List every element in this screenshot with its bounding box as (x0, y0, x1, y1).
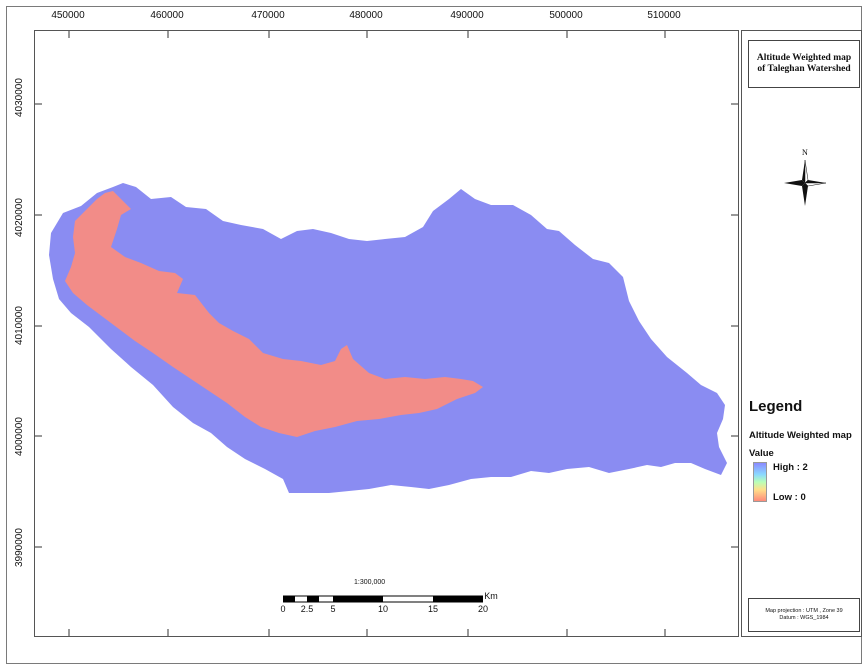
scale-label: 20 (477, 604, 489, 614)
x-tick-label: 490000 (450, 10, 484, 21)
map-frame (34, 30, 739, 637)
x-tick-label: 500000 (549, 10, 583, 21)
legend-title: Legend (749, 398, 803, 415)
scale-label: 5 (330, 604, 336, 614)
north-arrow-icon: N (782, 148, 828, 208)
graticule-ticks (35, 31, 738, 636)
x-tick-label: 450000 (51, 10, 85, 21)
scale-label: 2.5 (300, 604, 314, 614)
scale-bar (283, 595, 483, 603)
legend-layer-name: Altitude Weighted map (749, 430, 852, 441)
legend-high-label: High : 2 (773, 462, 808, 473)
y-tick-label: 4020000 (14, 198, 25, 237)
high-value-zone (49, 183, 727, 493)
map-title-line2: of Taleghan Watershed (757, 64, 851, 74)
color-ramp (753, 462, 767, 502)
x-tick-label: 470000 (251, 10, 285, 21)
legend-low-label: Low : 0 (773, 492, 806, 503)
projection-line: Map projection : UTM , Zone 39 (765, 608, 843, 614)
y-tick-label: 4000000 (14, 417, 25, 456)
map-title: Altitude Weighted map of Taleghan Waters… (748, 40, 860, 88)
x-tick-label: 480000 (349, 10, 383, 21)
scale-label: 15 (427, 604, 439, 614)
side-panel (741, 30, 862, 637)
scale-ratio: 1:300,000 (354, 579, 386, 586)
y-tick-label: 4030000 (14, 78, 25, 117)
watershed-map (35, 31, 738, 636)
legend-value-label: Value (749, 448, 774, 459)
x-tick-label: 510000 (647, 10, 681, 21)
y-tick-label: 3990000 (14, 528, 25, 567)
scale-label: 0 (280, 604, 286, 614)
compass-icon (784, 159, 827, 206)
scale-label: 10 (377, 604, 389, 614)
low-value-zone (65, 191, 483, 437)
map-title-line1: Altitude Weighted map (756, 53, 852, 63)
y-tick-label: 4010000 (14, 306, 25, 345)
datum-line: Datum : WGS_1984 (779, 615, 829, 621)
scale-unit: Km (484, 591, 498, 601)
projection-info: Map projection : UTM , Zone 39 Datum : W… (748, 598, 860, 632)
x-tick-label: 460000 (150, 10, 184, 21)
north-label: N (802, 148, 808, 157)
